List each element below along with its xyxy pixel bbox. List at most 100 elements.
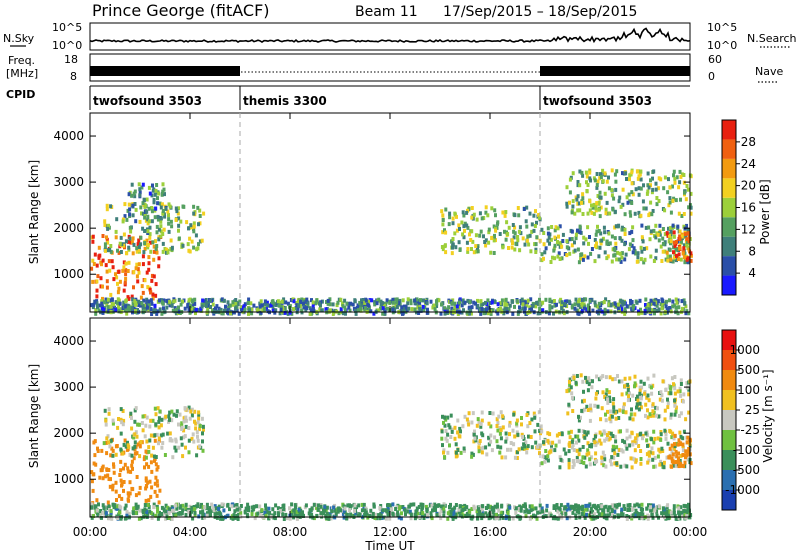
data-cell: [582, 389, 585, 394]
data-cell: [486, 298, 490, 303]
data-cell: [135, 274, 139, 279]
data-cell: [122, 442, 126, 447]
data-cell: [466, 298, 470, 303]
data-cell: [359, 306, 363, 311]
data-cell: [391, 308, 395, 313]
data-cell: [383, 309, 387, 314]
data-cell: [387, 511, 391, 516]
data-cell: [353, 503, 357, 508]
data-cell: [681, 442, 685, 447]
data-cell: [613, 236, 617, 241]
colorbar-swatch: [722, 430, 736, 450]
data-cell: [103, 242, 107, 247]
data-cell: [499, 510, 503, 515]
data-cell: [154, 188, 158, 193]
data-cell: [666, 516, 670, 521]
data-cell: [121, 268, 125, 273]
beam-label: Beam 11: [355, 4, 418, 20]
data-cell: [243, 509, 247, 514]
data-cell: [616, 513, 620, 518]
data-cell: [667, 177, 670, 182]
data-cell: [525, 413, 529, 417]
colorbar-tick-label: 100: [737, 383, 760, 397]
data-cell: [152, 249, 156, 254]
data-cell: [192, 507, 196, 511]
data-cell: [614, 241, 618, 246]
data-cell: [679, 510, 683, 515]
data-cell: [226, 502, 230, 507]
data-cell: [231, 516, 235, 521]
data-cell: [95, 288, 99, 293]
data-cell: [458, 298, 462, 303]
data-cell: [265, 307, 268, 311]
data-cell: [513, 225, 517, 230]
data-cell: [475, 509, 479, 514]
data-cell: [503, 229, 506, 234]
data-cell: [255, 504, 259, 509]
data-cell: [568, 506, 571, 511]
data-cell: [673, 403, 677, 408]
data-cell: [146, 285, 150, 290]
data-cell: [334, 512, 338, 517]
data-cell: [515, 514, 519, 519]
data-cell: [306, 303, 310, 308]
data-cell: [252, 303, 256, 308]
data-cell: [577, 311, 581, 316]
data-cell: [611, 448, 615, 453]
data-cell: [435, 301, 439, 306]
data-cell: [278, 311, 282, 316]
data-cell: [677, 506, 681, 511]
data-cell: [527, 242, 531, 247]
data-cell: [175, 409, 179, 414]
data-cell: [198, 239, 202, 244]
data-cell: [265, 510, 269, 515]
data-cell: [458, 227, 461, 231]
data-cell: [271, 304, 275, 309]
data-cell: [100, 468, 104, 472]
data-cell: [290, 513, 294, 517]
data-cell: [153, 454, 156, 459]
data-cell: [618, 236, 622, 241]
data-cell: [141, 290, 145, 295]
data-cell: [353, 299, 357, 304]
data-cell: [588, 208, 592, 213]
data-cell: [664, 432, 668, 437]
data-cell: [124, 272, 128, 277]
data-cell: [164, 503, 168, 508]
data-cell: [376, 308, 380, 313]
colorbar-tick-label: -100: [733, 443, 760, 457]
colorbar-swatch: [722, 139, 736, 159]
data-cell: [598, 245, 602, 250]
data-cell: [595, 172, 599, 176]
data-cell: [154, 412, 158, 417]
data-cell: [250, 311, 254, 316]
data-cell: [152, 274, 156, 279]
data-cell: [589, 408, 593, 413]
data-cell: [685, 309, 689, 314]
data-cell: [567, 299, 571, 304]
data-cell: [595, 229, 599, 234]
data-cell: [603, 171, 607, 176]
data-cell: [198, 427, 202, 432]
data-cell: [541, 308, 545, 313]
data-cell: [133, 194, 137, 199]
data-cell: [115, 498, 118, 502]
data-cell: [151, 296, 155, 301]
data-cell: [652, 464, 656, 469]
data-cell: [478, 308, 482, 313]
data-cell: [145, 462, 149, 467]
data-cell: [100, 307, 104, 311]
data-cell: [474, 301, 477, 306]
data-cell: [467, 411, 471, 416]
data-cell: [616, 250, 619, 255]
data-cell: [158, 488, 162, 493]
data-cell: [440, 436, 444, 441]
data-cell: [124, 268, 128, 273]
data-cell: [529, 435, 533, 439]
data-cell: [181, 454, 185, 459]
data-cell: [593, 303, 597, 308]
data-cell: [659, 302, 663, 307]
data-cell: [669, 239, 673, 244]
data-cell: [641, 199, 645, 204]
data-cell: [583, 435, 587, 440]
